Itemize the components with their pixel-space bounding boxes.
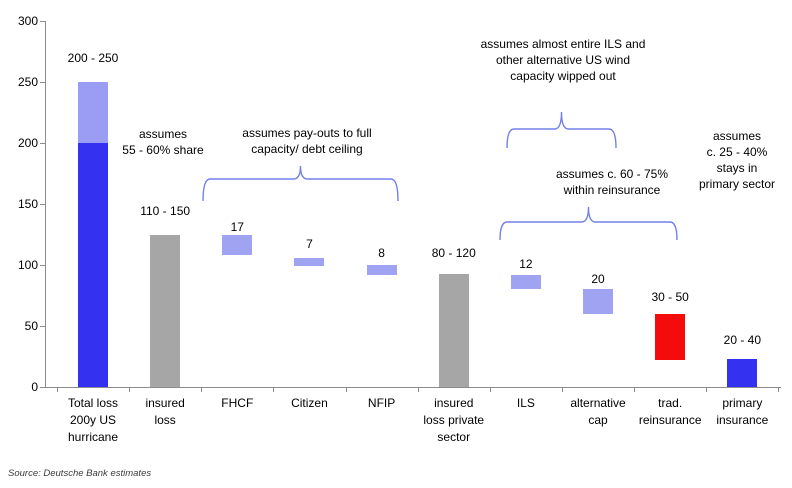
y-axis-tick-label: 200 <box>17 136 38 150</box>
x-axis-tick-mark <box>273 387 275 392</box>
y-axis-tick-label: 0 <box>31 380 38 394</box>
y-axis-tick-mark <box>40 143 45 144</box>
source-note: Source: Deutsche Bank estimates <box>8 468 152 479</box>
y-axis-tick-label: 100 <box>17 258 38 272</box>
bar-segment <box>655 313 686 361</box>
x-axis-tick-mark <box>56 387 58 392</box>
y-axis-tick-mark <box>40 21 45 22</box>
bar-value-label: 80 - 120 <box>431 245 476 260</box>
y-axis-line <box>45 21 46 387</box>
bar-value-label: 12 <box>519 256 533 271</box>
y-axis-tick-mark <box>40 326 45 327</box>
y-axis-tick-mark <box>40 82 45 83</box>
bar-value-label: 20 - 40 <box>723 332 762 347</box>
x-axis-tick-mark <box>201 387 203 392</box>
bar-segment <box>294 257 325 267</box>
assumption-annotation: assumes almost entire ILS and other alte… <box>480 37 646 83</box>
x-axis-tick-mark <box>489 387 491 392</box>
x-axis-tick-mark <box>561 387 563 392</box>
x-axis-category-label: insured loss <box>145 396 185 427</box>
bar-segment <box>583 289 614 314</box>
assumption-annotation: assumes 55 - 60% share <box>122 127 204 157</box>
x-axis-tick-mark <box>634 387 636 392</box>
bar-value-label: 7 <box>306 236 313 251</box>
curly-brace <box>506 111 617 149</box>
bar-value-label: 200 - 250 <box>67 51 119 65</box>
x-axis-tick-mark <box>345 387 347 392</box>
assumption-annotation: assumes pay-outs to full capacity/ debt … <box>242 126 372 156</box>
y-axis-tick-mark <box>40 265 45 266</box>
bar-value-label: 30 - 50 <box>651 289 689 304</box>
x-axis-category-label: insured loss private sector <box>423 396 485 444</box>
bar-segment <box>510 274 541 290</box>
bar-segment <box>366 265 397 275</box>
y-axis-tick-mark <box>40 387 45 388</box>
bar-segment <box>222 234 253 256</box>
bar-segment <box>438 273 469 387</box>
x-axis-category-label: alternative cap <box>570 396 626 427</box>
curly-brace <box>499 206 678 241</box>
y-axis-tick-label: 250 <box>17 75 38 89</box>
y-axis-tick-label: 300 <box>17 14 38 28</box>
bar-segment <box>727 358 758 387</box>
x-axis-category-label: NFIP <box>367 396 396 410</box>
bar-segment <box>78 143 108 387</box>
bar-value-label: 20 <box>591 272 605 287</box>
x-axis-tick-mark <box>129 387 131 392</box>
assumption-annotation: assumes c. 25 - 40% stays in primary sec… <box>698 129 775 191</box>
assumption-annotation: assumes c. 60 - 75% within reinsurance <box>555 167 669 197</box>
bar-segment <box>150 234 181 387</box>
x-axis-category-label: primary insurance <box>716 396 769 427</box>
y-axis-tick-mark <box>40 204 45 205</box>
x-axis-category-label: FHCF <box>221 396 254 410</box>
x-axis-category-label: ILS <box>516 396 535 410</box>
y-axis-tick-label: 150 <box>17 197 38 211</box>
curly-brace <box>202 165 399 202</box>
bar-value-label: 17 <box>230 219 244 234</box>
x-axis-tick-mark <box>417 387 419 392</box>
x-axis-tick-mark <box>706 387 708 392</box>
bar-value-label: 8 <box>378 246 385 260</box>
y-axis-tick-label: 50 <box>24 319 38 333</box>
x-axis-category-label: trad. reinsurance <box>638 396 702 427</box>
x-axis-category-label: Citizen <box>291 396 328 410</box>
x-axis-category-label: Total loss 200y US hurricane <box>67 396 119 444</box>
bar-segment <box>78 82 108 143</box>
bar-value-label: 110 - 150 <box>140 203 191 218</box>
x-axis-tick-mark <box>778 387 780 392</box>
x-axis-line <box>45 387 781 388</box>
